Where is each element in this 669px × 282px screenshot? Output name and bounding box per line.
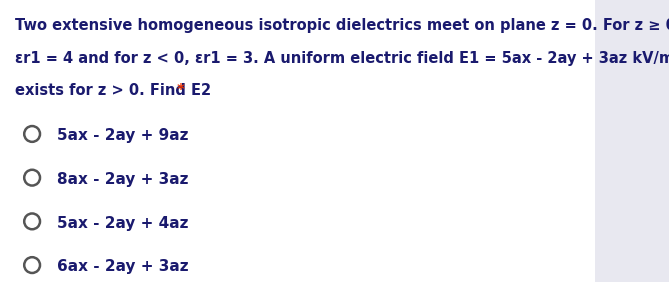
Text: *: * xyxy=(172,83,185,98)
Text: exists for z > 0. Find E2: exists for z > 0. Find E2 xyxy=(15,83,211,98)
FancyBboxPatch shape xyxy=(0,0,595,282)
Text: 8ax - 2ay + 3az: 8ax - 2ay + 3az xyxy=(57,172,189,187)
Text: 5ax - 2ay + 4az: 5ax - 2ay + 4az xyxy=(57,216,189,231)
Text: 6ax - 2ay + 3az: 6ax - 2ay + 3az xyxy=(57,259,189,274)
Text: 5ax - 2ay + 9az: 5ax - 2ay + 9az xyxy=(57,128,189,143)
Text: Two extensive homogeneous isotropic dielectrics meet on plane z = 0. For z ≥ 0,: Two extensive homogeneous isotropic diel… xyxy=(15,18,669,33)
Text: εr1 = 4 and for z < 0, εr1 = 3. A uniform electric field E1 = 5ax - 2ay + 3az kV: εr1 = 4 and for z < 0, εr1 = 3. A unifor… xyxy=(15,51,669,66)
